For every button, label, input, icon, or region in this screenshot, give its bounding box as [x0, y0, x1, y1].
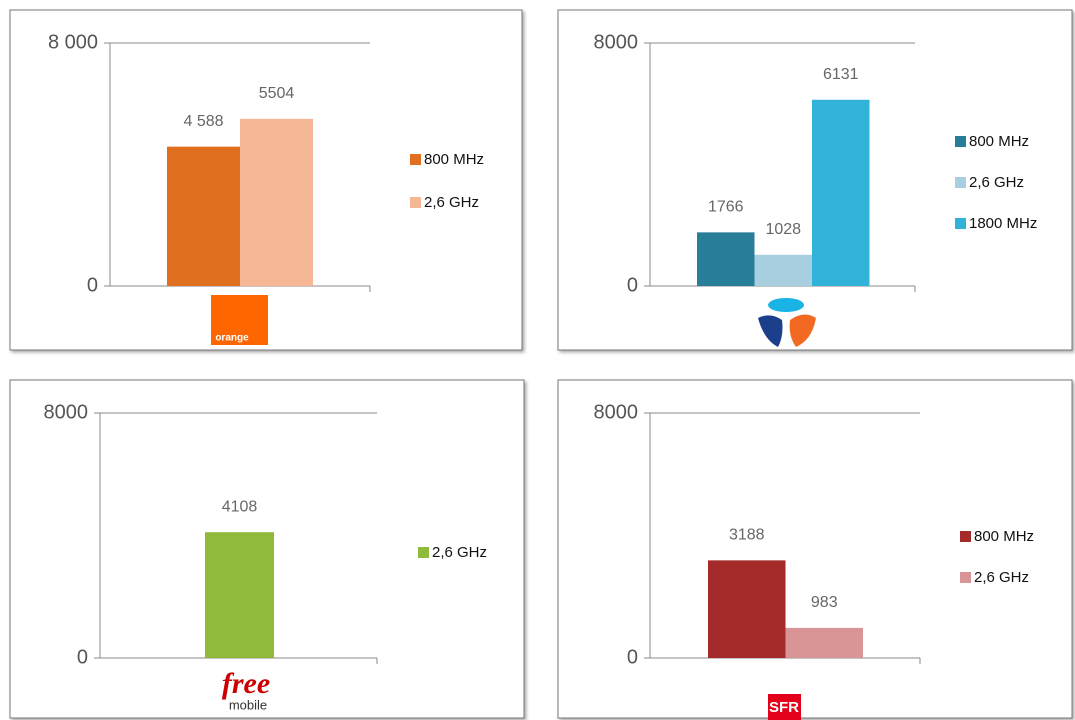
orange-logo [211, 295, 268, 345]
y-tick-label: 8000 [594, 401, 639, 423]
bouygues-logo [758, 298, 816, 347]
logo-subtext: mobile [229, 697, 267, 712]
legend-label: 800 MHz [424, 151, 484, 168]
legend-label: 2,6 GHz [432, 544, 487, 561]
legend-label: 2,6 GHz [424, 194, 479, 211]
legend-swatch [955, 136, 966, 147]
y-tick-label: 8000 [44, 401, 89, 423]
legend-label: 800 MHz [969, 133, 1029, 150]
y-tick-label: 0 [87, 274, 98, 296]
bar [708, 560, 786, 658]
legend-label: 1800 MHz [969, 215, 1037, 232]
legend-label: 2,6 GHz [974, 569, 1029, 586]
bar [240, 118, 313, 286]
legend-swatch [418, 547, 429, 558]
logo-text: SFR [769, 699, 799, 716]
y-tick-label: 8000 [594, 31, 639, 53]
y-tick-label: 0 [77, 646, 88, 668]
data-label: 1766 [708, 199, 744, 216]
panel [557, 379, 1073, 719]
data-label: 3188 [729, 527, 765, 544]
bar [697, 232, 755, 286]
legend-swatch [960, 572, 971, 583]
legend-label: 800 MHz [974, 528, 1034, 545]
logo-text: orange [215, 333, 249, 344]
data-label: 4 588 [183, 113, 223, 130]
logo-text: free [222, 667, 270, 700]
y-tick-label: 0 [627, 274, 638, 296]
bar [812, 99, 870, 286]
data-label: 6131 [823, 66, 859, 83]
sfr-logo [768, 694, 801, 720]
legend-swatch [955, 218, 966, 229]
y-tick-label: 0 [627, 646, 638, 668]
bar [205, 532, 274, 658]
y-tick-label: 8 000 [48, 31, 98, 53]
legend-swatch [955, 177, 966, 188]
bar [754, 254, 812, 286]
bar [167, 146, 240, 286]
data-label: 1028 [765, 221, 801, 238]
legend-label: 2,6 GHz [969, 174, 1024, 191]
legend-swatch [410, 197, 421, 208]
data-label: 5504 [259, 85, 295, 102]
bar [785, 627, 863, 658]
legend-swatch [410, 154, 421, 165]
data-label: 4108 [222, 498, 258, 515]
data-label: 983 [811, 594, 838, 611]
legend-swatch [960, 531, 971, 542]
